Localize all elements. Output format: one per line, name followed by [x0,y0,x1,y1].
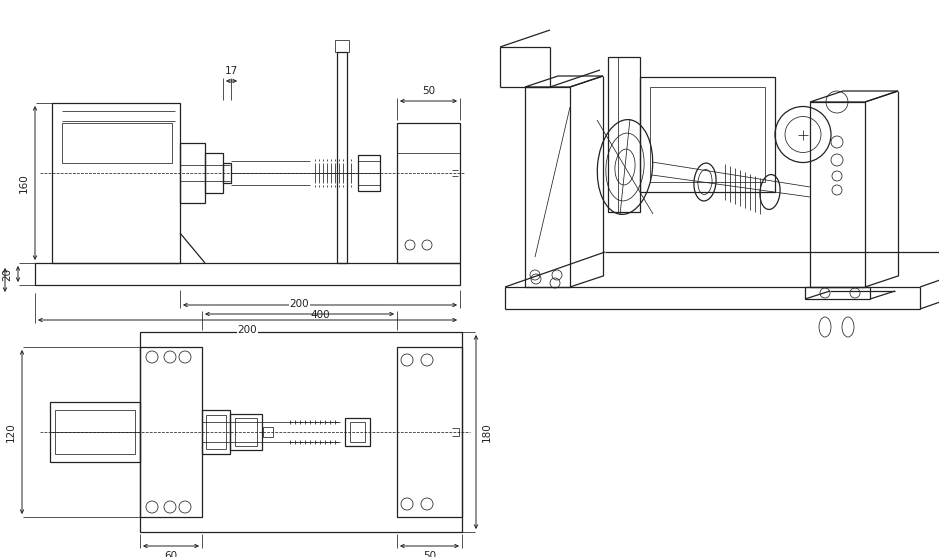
Bar [55,410,135,454]
Bar [62,123,172,163]
Bar [202,410,230,454]
Bar [35,263,460,285]
Text: 50: 50 [422,86,435,96]
Bar [608,57,640,212]
Bar [223,163,231,183]
Text: 180: 180 [482,422,492,442]
Bar [140,332,462,532]
Text: 20: 20 [2,267,12,281]
Bar [52,103,180,263]
Bar [397,123,460,263]
Bar [180,143,205,203]
Bar [350,422,365,442]
Bar [345,418,370,446]
Bar [206,415,226,449]
Bar [337,52,347,263]
Text: 160: 160 [19,173,29,193]
Bar [50,402,140,462]
Bar [235,418,257,446]
Bar [640,77,775,192]
Bar [358,155,380,191]
Bar [397,347,462,517]
Text: 17: 17 [224,66,239,76]
Text: 200: 200 [238,325,257,335]
Text: 200: 200 [290,299,309,309]
Bar [335,40,349,52]
Bar [230,414,262,450]
Text: 50: 50 [423,551,436,557]
Text: 60: 60 [164,551,177,557]
Bar [205,153,223,193]
Bar [263,427,273,437]
Bar [650,87,765,182]
Text: 400: 400 [310,310,330,320]
Bar [140,347,202,517]
Text: 120: 120 [6,422,16,442]
